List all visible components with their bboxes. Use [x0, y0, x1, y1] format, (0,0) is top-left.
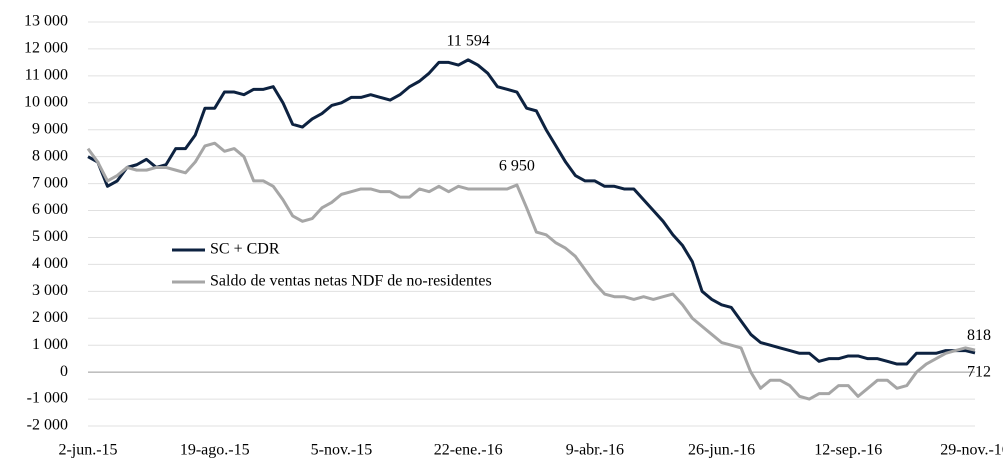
series-line	[87, 58, 976, 366]
data-label: 6 950	[499, 158, 535, 175]
legend-label: Saldo de ventas netas NDF de no-resident…	[210, 273, 492, 290]
y-tick-label: 7 000	[32, 174, 68, 191]
y-tick-label: 9 000	[32, 120, 68, 137]
y-tick-label: 4 000	[32, 255, 68, 272]
x-tick-label: 29-nov.-16	[940, 442, 1003, 459]
y-tick-label: 8 000	[32, 147, 68, 164]
x-tick-label: 5-nov.-15	[311, 442, 373, 459]
y-tick-label: 3 000	[32, 282, 68, 299]
x-tick-label: 22-ene.-16	[434, 442, 503, 459]
x-tick-label: 26-jun.-16	[688, 442, 755, 459]
y-tick-label: 2 000	[32, 309, 68, 326]
legend-label: SC + CDR	[210, 241, 280, 258]
y-tick-label: 0	[60, 363, 68, 380]
data-label: 11 594	[446, 33, 489, 50]
y-tick-label: 1 000	[32, 336, 68, 353]
series-line	[86, 141, 976, 401]
x-tick-label: 12-sep.-16	[814, 442, 882, 459]
data-label: 818	[967, 327, 991, 344]
y-tick-label: 13 000	[24, 13, 68, 30]
y-tick-label: 10 000	[24, 93, 68, 110]
x-tick-label: 9-abr.-16	[566, 442, 624, 459]
x-tick-label: 19-ago.-15	[180, 442, 250, 459]
y-tick-label: 6 000	[32, 201, 68, 218]
y-tick-label: 5 000	[32, 228, 68, 245]
x-tick-label: 2-jun.-15	[58, 442, 117, 459]
y-tick-label: 11 000	[25, 67, 68, 84]
y-tick-label: -2 000	[27, 417, 68, 434]
y-tick-label: 12 000	[24, 40, 68, 57]
y-tick-label: -1 000	[27, 390, 68, 407]
data-label: 712	[967, 364, 991, 381]
